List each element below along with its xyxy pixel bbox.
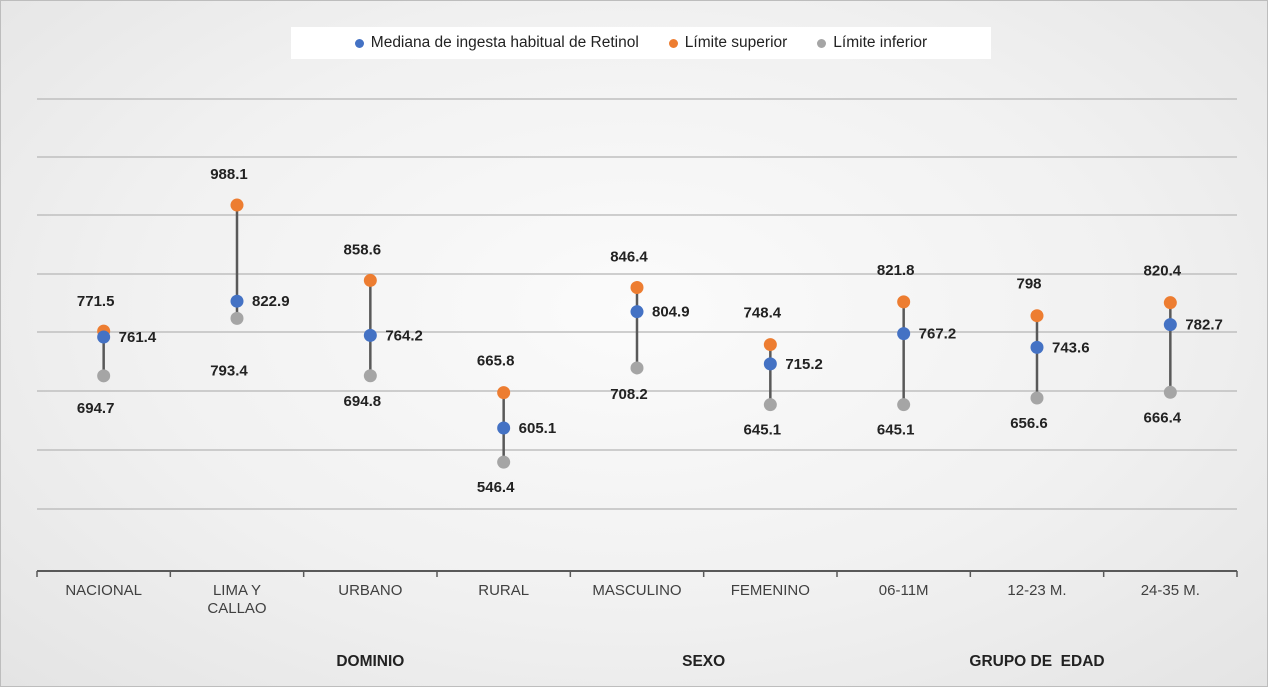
upper-point (363, 273, 377, 287)
upper-data-label: 771.5 (77, 293, 115, 310)
median-point (1163, 318, 1177, 332)
lower-data-label: 645.1 (877, 422, 915, 439)
x-tick-label: LIMA Y CALLAO (207, 582, 266, 617)
median-point (97, 330, 111, 344)
x-tick-label: 06-11M (879, 582, 929, 599)
upper-point (1163, 296, 1177, 310)
upper-data-label: 665.8 (477, 353, 515, 370)
upper-point (630, 281, 644, 295)
lower-data-label: 546.4 (477, 479, 515, 496)
lower-data-label: 656.6 (1010, 415, 1048, 432)
median-data-label: 715.2 (785, 356, 823, 373)
median-data-label: 782.7 (1185, 317, 1223, 334)
lower-data-label: 793.4 (210, 362, 248, 379)
median-point (630, 305, 644, 319)
lower-point (1030, 391, 1044, 405)
lower-point (363, 369, 377, 383)
x-tick-label: URBANO (338, 582, 402, 599)
upper-data-label: 846.4 (610, 249, 648, 266)
x-tick-label: 24-35 M. (1141, 582, 1200, 599)
lower-data-label: 666.4 (1144, 409, 1182, 426)
upper-point (230, 198, 244, 212)
upper-data-label: 820.4 (1144, 263, 1182, 280)
median-data-label: 761.4 (119, 329, 157, 346)
median-point (1030, 340, 1044, 354)
median-data-label: 767.2 (919, 326, 957, 343)
legend-marker-upper (668, 38, 678, 48)
x-group-label: SEXO (682, 653, 725, 670)
upper-point (497, 386, 511, 400)
median-data-label: 605.1 (519, 420, 557, 437)
median-data-label: 743.6 (1052, 339, 1090, 356)
upper-data-label: 821.8 (877, 262, 915, 279)
x-tick-label: RURAL (478, 582, 529, 599)
legend: Mediana de ingesta habitual de Retinol L… (291, 27, 991, 59)
legend-item-upper: Límite superior (668, 34, 788, 52)
lower-data-label: 708.2 (610, 386, 648, 403)
legend-label-median: Mediana de ingesta habitual de Retinol (370, 34, 639, 51)
legend-label-lower: Límite inferior (833, 34, 928, 51)
lower-point (497, 455, 511, 469)
upper-data-label: 858.6 (344, 241, 382, 258)
lower-point (1163, 385, 1177, 399)
median-point (763, 357, 777, 371)
lower-point (897, 398, 911, 412)
lower-point (230, 311, 244, 325)
median-data-label: 804.9 (652, 304, 690, 321)
upper-data-label: 748.4 (744, 305, 782, 322)
lower-point (630, 361, 644, 375)
upper-point (763, 338, 777, 352)
median-point (897, 327, 911, 341)
x-tick-label: 12-23 M. (1007, 582, 1066, 599)
lower-data-label: 694.7 (77, 400, 115, 417)
legend-item-median: Mediana de ingesta habitual de Retinol (354, 34, 639, 52)
legend-marker-lower (817, 38, 827, 48)
median-point (230, 294, 244, 308)
lower-point (97, 369, 111, 383)
lower-data-label: 694.8 (344, 393, 382, 410)
x-tick-label: NACIONAL (65, 582, 142, 599)
x-group-label: GRUPO DE EDAD (969, 653, 1104, 670)
x-tick-label: FEMENINO (731, 582, 810, 599)
median-point (363, 328, 377, 342)
legend-label-upper: Límite superior (684, 34, 788, 51)
lower-data-label: 645.1 (744, 422, 782, 439)
upper-data-label: 798 (1016, 276, 1041, 293)
upper-point (897, 295, 911, 309)
upper-point (1030, 309, 1044, 323)
x-group-label: DOMINIO (336, 653, 404, 670)
lower-point (763, 398, 777, 412)
legend-marker-median (354, 38, 364, 48)
legend-item-lower: Límite inferior (817, 34, 927, 52)
median-data-label: 764.2 (385, 327, 423, 344)
x-tick-label: MASCULINO (592, 582, 681, 599)
median-data-label: 822.9 (252, 293, 290, 310)
upper-data-label: 988.1 (210, 166, 248, 183)
median-point (497, 421, 511, 435)
